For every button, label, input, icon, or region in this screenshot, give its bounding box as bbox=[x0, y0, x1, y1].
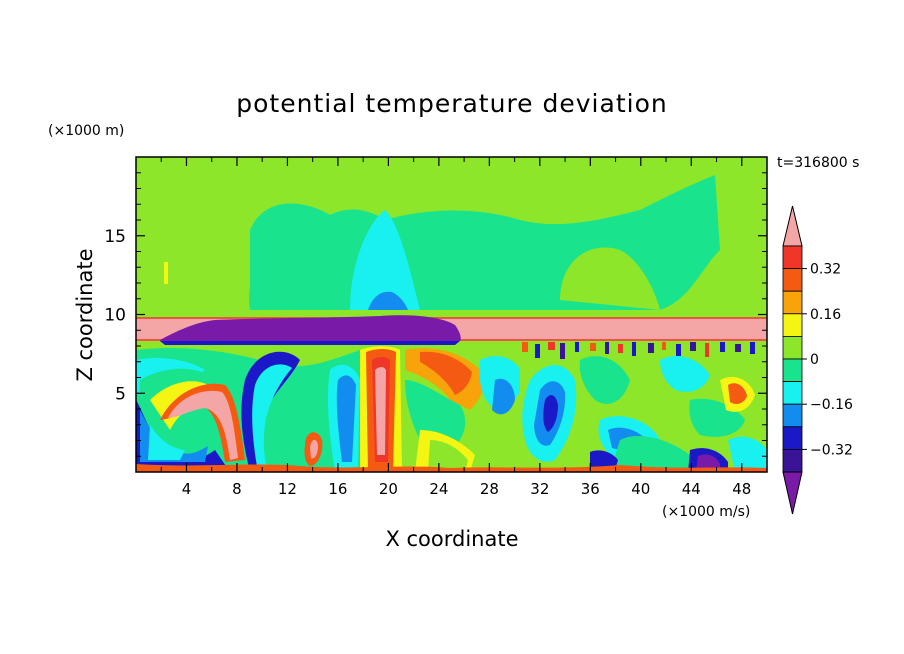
cold-anomaly bbox=[160, 315, 461, 341]
colorbar: 0.32 0.16 0 −0.16 −0.32 bbox=[782, 205, 853, 515]
colorbar-tick-label: 0.16 bbox=[810, 307, 841, 323]
x-tick-label: 4 bbox=[182, 480, 192, 498]
y-tick-label: 10 bbox=[104, 306, 126, 326]
colorbar-level bbox=[782, 358, 803, 383]
colorbar-level bbox=[782, 426, 803, 450]
colorbar-tick-label: −0.32 bbox=[810, 442, 853, 458]
colorbar-level bbox=[782, 448, 803, 473]
colorbar-tick-label: −0.16 bbox=[810, 397, 853, 413]
colorbar-level bbox=[782, 268, 803, 292]
colorbar-level bbox=[782, 403, 803, 428]
small-speckles bbox=[522, 342, 755, 359]
colorbar-level bbox=[782, 245, 803, 270]
colorbar-level bbox=[782, 290, 803, 315]
x-unit-label: (×1000 m/s) bbox=[662, 504, 750, 520]
x-tick-label: 44 bbox=[682, 480, 701, 498]
y-unit-label: (×1000 m) bbox=[48, 123, 124, 139]
x-tick-label: 48 bbox=[732, 480, 751, 498]
contour-field bbox=[136, 157, 767, 472]
colorbar-bottom-arrow bbox=[782, 471, 803, 515]
x-tick-label: 40 bbox=[631, 480, 650, 498]
x-tick-label: 28 bbox=[480, 480, 499, 498]
x-axis-ticks: 4 8 12 16 20 24 28 32 36 40 44 48 bbox=[160, 157, 751, 498]
colorbar-level bbox=[782, 335, 803, 360]
colorbar-tick-label: 0.32 bbox=[810, 262, 841, 278]
y-tick-label: 15 bbox=[104, 227, 126, 247]
x-tick-label: 32 bbox=[530, 480, 549, 498]
colorbar-level bbox=[782, 381, 803, 405]
x-tick-label: 36 bbox=[581, 480, 600, 498]
y-axis-title: Z coordinate bbox=[73, 248, 97, 381]
x-axis-title: X coordinate bbox=[385, 527, 518, 551]
colorbar-level bbox=[782, 313, 803, 337]
y-tick-label: 5 bbox=[115, 384, 126, 404]
y-axis-ticks: 5 10 15 bbox=[104, 172, 767, 457]
colorbar-top-arrow bbox=[782, 205, 803, 247]
chart-title: potential temperature deviation bbox=[236, 89, 667, 118]
x-tick-label: 20 bbox=[379, 480, 398, 498]
x-tick-label: 8 bbox=[232, 480, 242, 498]
x-tick-label: 16 bbox=[328, 480, 347, 498]
colorbar-tick-label: 0 bbox=[810, 352, 819, 368]
time-label: t=316800 s bbox=[777, 155, 859, 171]
x-tick-label: 24 bbox=[429, 480, 448, 498]
x-tick-label: 12 bbox=[278, 480, 297, 498]
